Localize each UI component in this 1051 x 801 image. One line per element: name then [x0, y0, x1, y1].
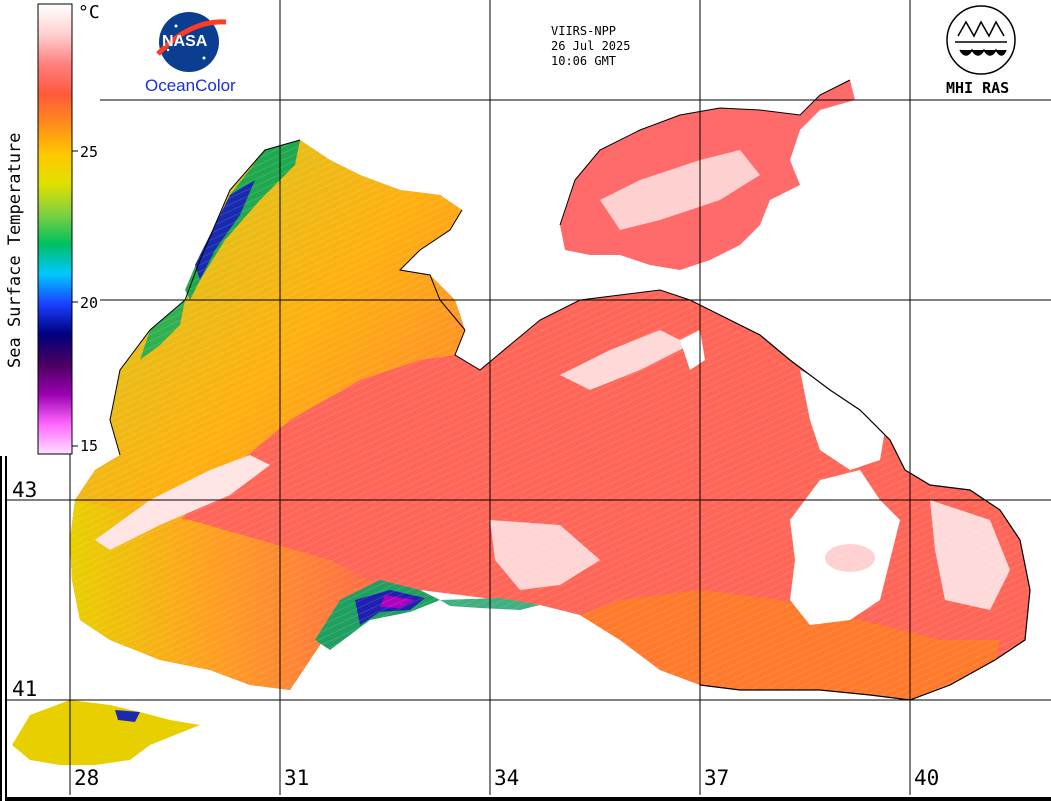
- lon-label-34: 34: [494, 766, 520, 790]
- lon-label-28: 28: [74, 766, 100, 790]
- marmara-cool: [115, 710, 140, 722]
- colorbar: [37, 3, 78, 455]
- satellite-info: VIIRS-NPP 26 Jul 2025 10:06 GMT: [551, 24, 630, 69]
- lon-label-37: 37: [704, 766, 730, 790]
- colorbar-tick-25: 25: [80, 143, 99, 161]
- colorbar-unit: °C: [78, 2, 100, 23]
- left-ruler: [0, 456, 7, 801]
- coastline-east: [699, 314, 1031, 701]
- colorbar-tick-15: 15: [80, 437, 99, 455]
- lat-label-43: 43: [12, 478, 38, 502]
- scanline-texture: [60, 130, 1050, 710]
- nasa-wordmark: NASA: [162, 33, 208, 50]
- lon-label-40: 40: [914, 766, 940, 790]
- mhi-logo: [946, 5, 1016, 75]
- lat-label-41: 41: [12, 677, 38, 701]
- lon-label-31: 31: [284, 766, 310, 790]
- oceancolor-label: OceanColor: [145, 76, 236, 95]
- marmara-water: [12, 700, 200, 765]
- sensor-name: VIIRS-NPP: [551, 24, 617, 38]
- sea-of-marmara: [12, 700, 200, 765]
- colorbar-title: Sea Surface Temperature: [5, 132, 25, 368]
- azov-light: [600, 150, 760, 230]
- coastline-north: [454, 289, 721, 371]
- bottom-ruler: [0, 795, 1051, 801]
- mhi-label: MHI RAS: [946, 79, 1010, 97]
- colorbar-tick-20: 20: [80, 294, 99, 312]
- acquisition-time: 10:06 GMT: [551, 54, 617, 68]
- acquisition-date: 26 Jul 2025: [551, 39, 631, 53]
- nasa-logo: [156, 12, 227, 72]
- colorbar-fill: [37, 3, 73, 455]
- black-sea: [60, 130, 1050, 710]
